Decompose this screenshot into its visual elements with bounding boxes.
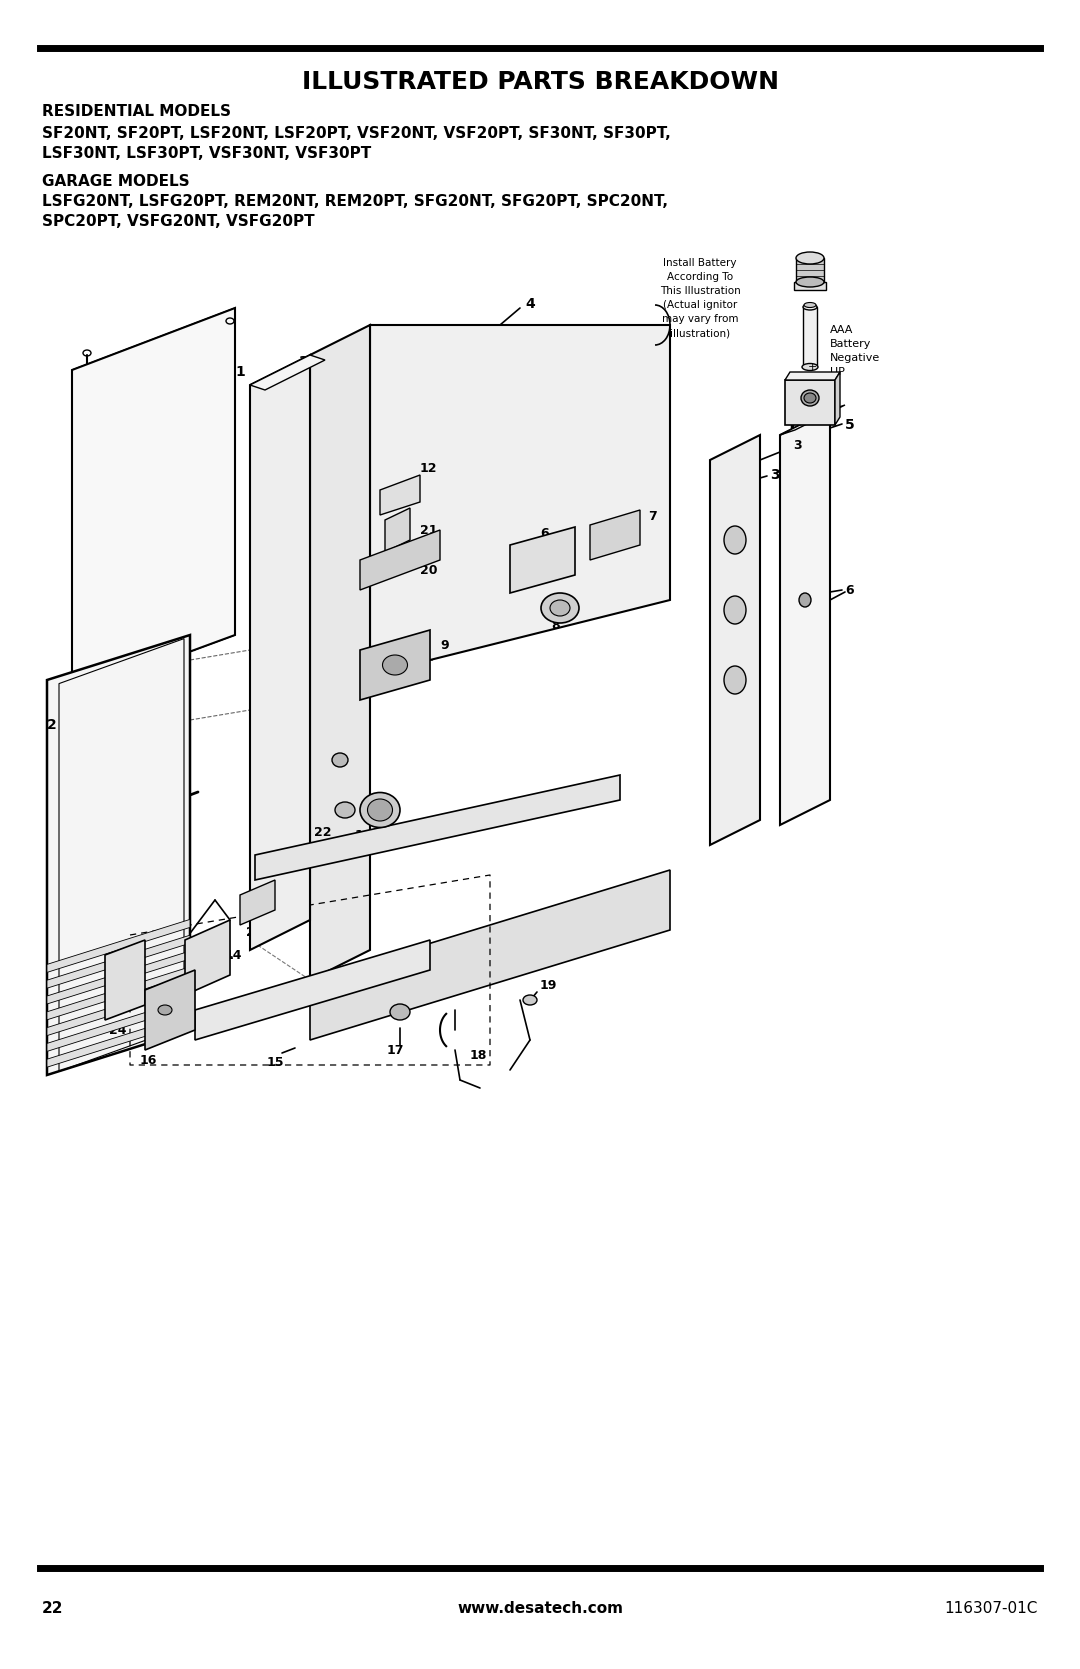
Text: 14: 14 <box>225 948 243 961</box>
Ellipse shape <box>158 1005 172 1015</box>
Text: www.desatech.com: www.desatech.com <box>457 1601 623 1616</box>
Text: 21: 21 <box>420 524 437 536</box>
Ellipse shape <box>367 799 392 821</box>
Polygon shape <box>48 920 190 973</box>
Text: SPC20PT, VSFG20NT, VSFG20PT: SPC20PT, VSFG20NT, VSFG20PT <box>42 215 314 230</box>
Polygon shape <box>48 983 190 1035</box>
Ellipse shape <box>332 753 348 768</box>
Text: 19: 19 <box>540 978 557 991</box>
Polygon shape <box>48 935 190 988</box>
Text: 10: 10 <box>354 828 372 841</box>
Text: 5: 5 <box>845 417 854 432</box>
Text: 4: 4 <box>525 297 535 310</box>
Polygon shape <box>785 381 835 426</box>
Text: 116307-01C: 116307-01C <box>945 1601 1038 1616</box>
Text: 11: 11 <box>293 738 310 751</box>
Text: 3: 3 <box>298 355 308 369</box>
Polygon shape <box>804 307 816 366</box>
Text: 16: 16 <box>139 1053 157 1066</box>
Polygon shape <box>384 507 410 552</box>
Polygon shape <box>370 325 670 674</box>
Ellipse shape <box>799 592 811 608</box>
Polygon shape <box>48 951 190 1005</box>
Text: LSF30NT, LSF30PT, VSF30NT, VSF30PT: LSF30NT, LSF30PT, VSF30NT, VSF30PT <box>42 145 372 160</box>
Polygon shape <box>105 940 145 1020</box>
Text: 13: 13 <box>255 863 272 876</box>
Polygon shape <box>360 629 430 699</box>
Text: RESIDENTIAL MODELS: RESIDENTIAL MODELS <box>42 105 231 120</box>
Ellipse shape <box>801 391 819 406</box>
Polygon shape <box>835 372 840 426</box>
Text: 6: 6 <box>845 584 853 596</box>
Text: 8: 8 <box>552 619 561 631</box>
Ellipse shape <box>796 277 824 287</box>
Ellipse shape <box>382 654 407 674</box>
Text: GARAGE MODELS: GARAGE MODELS <box>42 175 190 190</box>
Text: +: + <box>808 362 816 372</box>
Text: LSFG20NT, LSFG20PT, REM20NT, REM20PT, SFG20NT, SFG20PT, SPC20NT,: LSFG20NT, LSFG20PT, REM20NT, REM20PT, SF… <box>42 195 669 210</box>
Ellipse shape <box>523 995 537 1005</box>
Text: 17: 17 <box>387 1043 404 1056</box>
Polygon shape <box>48 634 190 1075</box>
Polygon shape <box>195 940 430 1040</box>
Text: 7: 7 <box>648 509 657 522</box>
Polygon shape <box>145 970 195 1050</box>
Text: 15: 15 <box>267 1055 284 1068</box>
Text: 9: 9 <box>440 639 448 651</box>
Polygon shape <box>510 527 575 592</box>
Text: ILLUSTRATED PARTS BREAKDOWN: ILLUSTRATED PARTS BREAKDOWN <box>301 70 779 93</box>
Text: 12: 12 <box>420 462 437 474</box>
Polygon shape <box>590 511 640 561</box>
Text: -: - <box>807 302 810 312</box>
Polygon shape <box>780 411 831 824</box>
Ellipse shape <box>724 526 746 554</box>
Text: SF20NT, SF20PT, LSF20NT, LSF20PT, VSF20NT, VSF20PT, SF30NT, SF30PT,: SF20NT, SF20PT, LSF20NT, LSF20PT, VSF20N… <box>42 125 671 140</box>
Text: 20: 20 <box>420 564 437 576</box>
Ellipse shape <box>360 793 400 828</box>
Polygon shape <box>249 355 310 950</box>
Text: 23: 23 <box>246 926 264 938</box>
Polygon shape <box>185 920 230 995</box>
Ellipse shape <box>796 252 824 264</box>
Text: 1: 1 <box>235 366 245 379</box>
Ellipse shape <box>804 302 816 307</box>
Text: 3: 3 <box>793 439 801 452</box>
Text: 3: 3 <box>770 467 780 482</box>
Polygon shape <box>48 966 190 1020</box>
Ellipse shape <box>541 592 579 623</box>
Ellipse shape <box>724 596 746 624</box>
Polygon shape <box>255 774 620 880</box>
Text: 18: 18 <box>470 1048 487 1061</box>
Ellipse shape <box>804 304 816 310</box>
Polygon shape <box>785 372 840 381</box>
Text: 6: 6 <box>541 526 550 539</box>
Ellipse shape <box>802 364 818 371</box>
Text: 22: 22 <box>42 1601 64 1616</box>
Polygon shape <box>310 870 670 1040</box>
Polygon shape <box>240 880 275 925</box>
Ellipse shape <box>804 392 816 402</box>
Ellipse shape <box>335 803 355 818</box>
Polygon shape <box>794 282 826 290</box>
Polygon shape <box>48 998 190 1051</box>
Ellipse shape <box>724 666 746 694</box>
Text: 24: 24 <box>109 1023 126 1036</box>
Polygon shape <box>710 436 760 845</box>
Ellipse shape <box>390 1005 410 1020</box>
Text: 22: 22 <box>314 826 332 838</box>
Ellipse shape <box>550 599 570 616</box>
Text: 2: 2 <box>48 718 57 733</box>
Text: Install Battery
According To
This Illustration
(Actual ignitor
may vary from
ill: Install Battery According To This Illust… <box>660 259 741 339</box>
Polygon shape <box>796 259 824 282</box>
Polygon shape <box>310 325 370 980</box>
Polygon shape <box>72 309 235 694</box>
Polygon shape <box>780 406 845 436</box>
Text: AAA
Battery
Negative
UP: AAA Battery Negative UP <box>831 325 880 377</box>
Polygon shape <box>249 355 325 391</box>
Polygon shape <box>360 531 440 591</box>
Polygon shape <box>48 1015 190 1066</box>
Polygon shape <box>380 476 420 516</box>
